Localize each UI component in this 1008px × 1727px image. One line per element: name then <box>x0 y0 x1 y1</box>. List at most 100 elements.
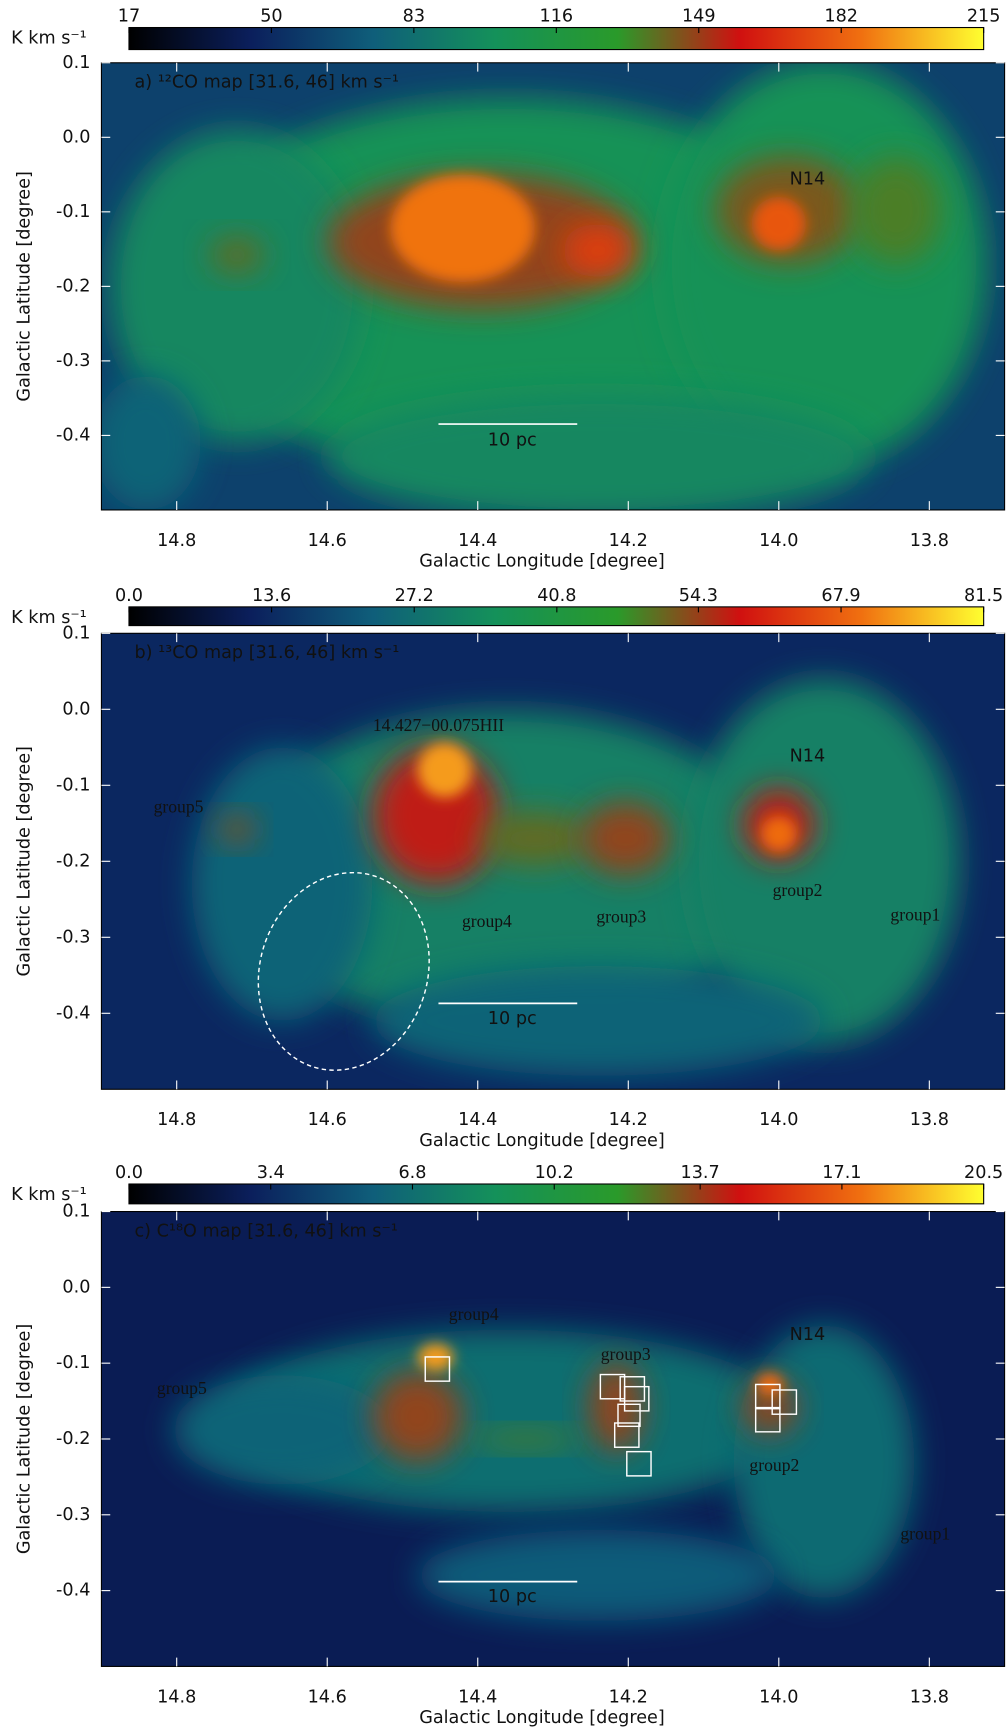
colorbar-tick-label: 116 <box>540 7 574 27</box>
y-tick-label: -0.1 <box>56 1353 90 1373</box>
annotation: group3 <box>596 907 646 927</box>
panel: 17 50 83 116 149 182 215 K km s⁻¹ 14.8 14.6 14.4 14… <box>11 7 1004 572</box>
emission-region <box>752 197 806 251</box>
x-tick-label: 14.4 <box>458 531 497 551</box>
x-tick-label: 14.2 <box>609 1687 648 1707</box>
x-axis-label: Galactic Longitude [degree] <box>419 1131 665 1151</box>
emission-region <box>372 1371 462 1462</box>
emission-region <box>580 802 670 875</box>
colorbar-tick-label: 0.0 <box>115 586 143 606</box>
colorbar-tick-label: 215 <box>967 7 1001 27</box>
y-axis-label: Galactic Latitude [degree] <box>14 171 34 401</box>
annotation: group2 <box>749 1455 799 1475</box>
y-tick-label: -0.2 <box>56 851 90 871</box>
colorbar-tick-label: 54.3 <box>679 586 718 606</box>
emission-region <box>327 394 869 519</box>
annotation: N14 <box>790 170 826 190</box>
emission-region <box>589 1362 643 1453</box>
emission-region <box>418 1530 779 1621</box>
y-tick-label: -0.4 <box>56 1581 90 1601</box>
annotation: 14.427−00.075HII <box>373 715 504 735</box>
annotation: N14 <box>790 1325 826 1345</box>
colorbar-tick-label: 0.0 <box>115 1163 143 1183</box>
emission-region <box>219 816 255 843</box>
annotation: group4 <box>449 1304 499 1324</box>
map <box>92 63 1004 519</box>
y-tick-label: 0.0 <box>62 127 90 147</box>
annotation: group1 <box>890 904 940 924</box>
x-tick-label: 14.4 <box>458 1110 497 1130</box>
colorbar-tick-label: 6.8 <box>398 1163 426 1183</box>
x-tick-label: 14.2 <box>609 531 648 551</box>
colorbar-tick-label: 40.8 <box>537 586 576 606</box>
emission-region <box>418 743 472 798</box>
x-tick-label: 13.8 <box>910 1687 949 1707</box>
y-tick-label: -0.3 <box>56 1505 90 1525</box>
map-title: c) C¹⁸O map [31.6, 46] km s⁻¹ <box>134 1221 397 1241</box>
emission-region <box>210 237 264 273</box>
x-tick-label: 14.8 <box>157 1687 196 1707</box>
annotation: group2 <box>773 880 823 900</box>
colorbar-tick-label: 20.5 <box>964 1163 1003 1183</box>
annotation: N14 <box>790 747 826 767</box>
page: {"chart_data": [ {"type": "heatmap", "ti… <box>0 0 1008 1727</box>
colorbar-label: K km s⁻¹ <box>11 29 87 49</box>
x-tick-label: 14.6 <box>308 1110 347 1130</box>
colorbar-tick-label: 17 <box>118 7 140 27</box>
colorbar <box>129 1184 984 1204</box>
colorbar-tick-label: 13.7 <box>681 1163 720 1183</box>
x-tick-label: 13.8 <box>910 531 949 551</box>
x-tick-label: 14.8 <box>157 531 196 551</box>
map <box>101 1212 1004 1667</box>
emission-region <box>851 157 941 264</box>
y-tick-label: -0.4 <box>56 425 90 445</box>
x-axis-label: Galactic Longitude [degree] <box>419 1708 665 1727</box>
colorbar-tick-label: 27.2 <box>395 586 434 606</box>
colorbar-tick-label: 149 <box>682 7 716 27</box>
y-tick-label: -0.3 <box>56 927 90 947</box>
y-axis-label: Galactic Latitude [degree] <box>14 746 34 976</box>
colorbar-tick-label: 13.6 <box>252 586 291 606</box>
annotation: 10 pc <box>488 431 537 451</box>
figure: 17 50 83 116 149 182 215 K km s⁻¹ 14.8 14.6 14.4 14… <box>0 0 1008 1727</box>
x-tick-label: 14.0 <box>759 1110 798 1130</box>
colorbar-tick-label: 83 <box>403 7 425 27</box>
colorbar-tick-label: 182 <box>824 7 858 27</box>
y-axis-label: Galactic Latitude [degree] <box>14 1324 34 1554</box>
y-tick-label: -0.1 <box>56 202 90 222</box>
y-tick-label: -0.1 <box>56 775 90 795</box>
x-tick-label: 13.8 <box>910 1110 949 1130</box>
emission-region <box>481 811 589 866</box>
x-tick-label: 14.0 <box>759 531 798 551</box>
map <box>101 633 1004 1089</box>
x-tick-label: 14.4 <box>458 1687 497 1707</box>
emission-region <box>390 175 535 282</box>
colorbar-tick-label: 3.4 <box>257 1163 285 1183</box>
x-axis-label: Galactic Longitude [degree] <box>419 552 665 572</box>
colorbar-tick-label: 17.1 <box>822 1163 861 1183</box>
emission-region <box>192 747 373 1021</box>
annotation: group4 <box>462 911 512 931</box>
x-tick-label: 14.0 <box>759 1687 798 1707</box>
colorbar-tick-label: 10.2 <box>535 1163 574 1183</box>
annotation: 10 pc <box>488 1009 537 1029</box>
colorbar-tick-label: 81.5 <box>964 586 1003 606</box>
annotation: group3 <box>601 1344 651 1364</box>
annotation: group1 <box>900 1523 950 1543</box>
emission-region <box>92 376 200 510</box>
x-tick-label: 14.6 <box>308 531 347 551</box>
x-tick-label: 14.6 <box>308 1687 347 1707</box>
emission-region <box>562 224 634 278</box>
colorbar-tick-label: 67.9 <box>821 586 860 606</box>
y-tick-label: 0.1 <box>62 623 90 643</box>
map-title: b) ¹³CO map [31.6, 46] km s⁻¹ <box>134 643 399 663</box>
annotation: group5 <box>154 796 204 816</box>
y-tick-label: -0.3 <box>56 351 90 371</box>
y-tick-label: 0.1 <box>62 1202 90 1222</box>
annotation: group5 <box>157 1378 207 1398</box>
y-tick-label: 0.0 <box>62 1277 90 1297</box>
x-tick-label: 14.8 <box>157 1110 196 1130</box>
colorbar-tick-label: 50 <box>260 7 282 27</box>
